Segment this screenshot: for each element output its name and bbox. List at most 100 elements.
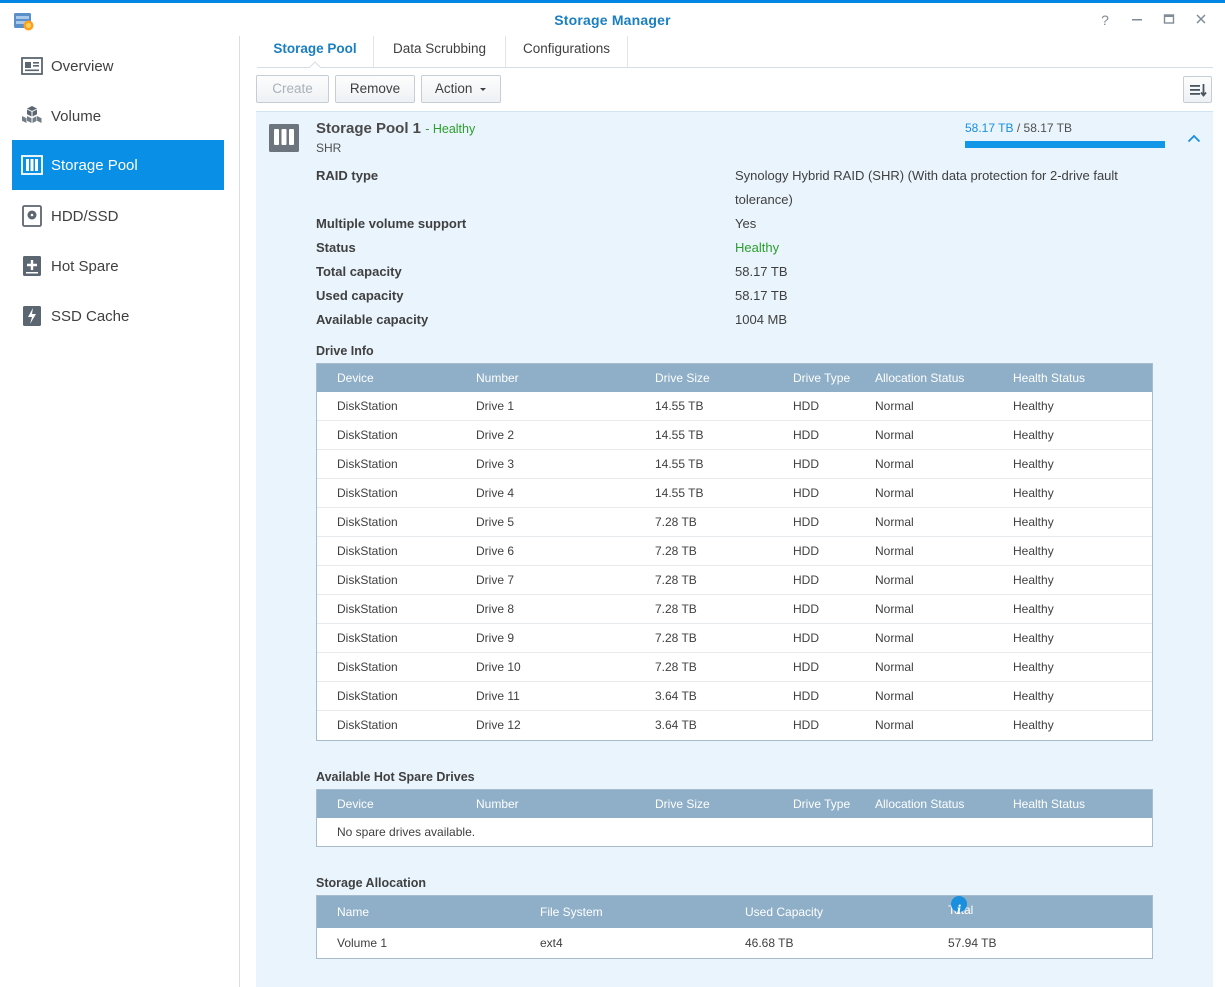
property-label: Multiple volume support (316, 216, 467, 231)
column-header[interactable]: Drive Size (655, 797, 710, 811)
sort-button[interactable] (1183, 76, 1212, 103)
drive-number: Drive 4 (476, 486, 515, 500)
action-button[interactable]: Action (421, 75, 501, 103)
column-header[interactable]: Health Status (1013, 797, 1086, 811)
allocation-status: Normal (875, 631, 914, 645)
table-row[interactable]: DiskStation Drive 7 7.28 TB HDD Normal Health… (317, 566, 1152, 595)
info-icon[interactable]: i (951, 896, 967, 917)
table-row[interactable]: DiskStation Drive 4 14.55 TB HDD Normal Healt… (317, 479, 1152, 508)
storage-allocation-grid: Name File System Used Capacity Total Cap… (316, 895, 1153, 959)
drive-type: HDD (793, 718, 819, 732)
drive-size: 14.55 TB (655, 399, 704, 413)
tab-configurations[interactable]: Configurations (506, 36, 628, 67)
allocation-status: Normal (875, 544, 914, 558)
close-icon[interactable] (1192, 11, 1210, 29)
sidebar-item-label: Volume (51, 107, 102, 125)
drive-type: HDD (793, 660, 819, 674)
tab-storage-pool[interactable]: Storage Pool (257, 36, 374, 68)
drive-size: 7.28 TB (655, 544, 697, 558)
drive-info-rows: DiskStation Drive 1 14.55 TB HDD Normal Healt… (317, 392, 1152, 740)
drive-size: 3.64 TB (655, 718, 697, 732)
column-header[interactable]: Allocation Status (875, 371, 965, 385)
sidebar-item-label: Storage Pool (51, 156, 138, 174)
table-row[interactable]: DiskStation Drive 8 7.28 TB HDD Normal Health… (317, 595, 1152, 624)
sidebar-item-storage-pool[interactable]: Storage Pool (12, 140, 224, 190)
pool-name: Storage Pool 1 - Healthy (316, 120, 475, 137)
tab-data-scrubbing[interactable]: Data Scrubbing (374, 36, 506, 67)
device: DiskStation (337, 428, 398, 442)
table-row[interactable]: DiskStation Drive 9 7.28 TB HDD Normal Health… (317, 624, 1152, 653)
property-label: Total capacity (316, 264, 402, 279)
table-row[interactable]: DiskStation Drive 5 7.28 TB HDD Normal Health… (317, 508, 1152, 537)
maximize-icon[interactable] (1160, 11, 1178, 29)
drive-type: HDD (793, 573, 819, 587)
drive-number: Drive 11 (476, 689, 520, 703)
question-icon[interactable]: ? (1101, 12, 1109, 28)
drive-size: 14.55 TB (655, 457, 704, 471)
column-header[interactable]: Name (337, 905, 370, 919)
total-capacity: 57.94 TB (948, 936, 997, 950)
allocation-status: Normal (875, 457, 914, 471)
allocation-status: Normal (875, 602, 914, 616)
table-row[interactable]: DiskStation Drive 10 7.28 TB HDD Normal Healt… (317, 653, 1152, 682)
health-status: Healthy (1013, 573, 1054, 587)
device: DiskStation (337, 718, 398, 732)
table-row[interactable]: DiskStation Drive 1 14.55 TB HDD Normal Healt… (317, 392, 1152, 421)
allocation-status: Normal (875, 515, 914, 529)
column-header[interactable]: Number (476, 797, 519, 811)
tab-caret-icon (309, 61, 321, 68)
sidebar-item-hot-spare[interactable]: Hot Spare (12, 241, 224, 291)
column-header[interactable]: Device (337, 371, 374, 385)
column-header[interactable]: Drive Type (793, 797, 851, 811)
table-row[interactable]: DiskStation Drive 3 14.55 TB HDD Normal Healt… (317, 450, 1152, 479)
column-header[interactable]: File System (540, 905, 603, 919)
health-status: Healthy (1013, 689, 1054, 703)
column-header[interactable]: Drive Size (655, 371, 710, 385)
sidebar-item-overview[interactable]: Overview (12, 41, 224, 91)
used-capacity: 46.68 TB (745, 936, 794, 950)
capacity-used: 58.17 TB (965, 121, 1014, 135)
tab-label: Configurations (522, 41, 611, 56)
table-row[interactable]: DiskStation Drive 2 14.55 TB HDD Normal Healt… (317, 421, 1152, 450)
drive-type: HDD (793, 457, 819, 471)
tab-label: Data Scrubbing (392, 41, 487, 56)
allocation-status: Normal (875, 428, 914, 442)
drive-size: 7.28 TB (655, 573, 697, 587)
column-header[interactable]: Number (476, 371, 519, 385)
chevron-up-icon (1187, 134, 1201, 142)
column-header[interactable]: Drive Type (793, 371, 851, 385)
sidebar-item-hdd-ssd[interactable]: HDD/SSD (12, 191, 224, 241)
drive-number: Drive 12 (476, 718, 521, 732)
collapse-button[interactable] (1184, 128, 1204, 148)
table-row[interactable]: DiskStation Drive 12 3.64 TB HDD Normal Healt… (317, 711, 1152, 740)
empty-row: No spare drives available. (317, 818, 1152, 846)
drive-type: HDD (793, 544, 819, 558)
storage-allocation-header: Name File System Used Capacity Total Cap… (317, 896, 1152, 945)
device: DiskStation (337, 486, 398, 500)
column-header[interactable]: Allocation Status (875, 797, 965, 811)
storage-pool-icon (269, 124, 299, 152)
capacity-separator: / (1016, 121, 1021, 135)
drive-number: Drive 10 (476, 660, 521, 674)
sidebar-item-volume[interactable]: Volume (12, 91, 224, 141)
table-row[interactable]: DiskStation Drive 11 3.64 TB HDD Normal Healt… (317, 682, 1152, 711)
column-header[interactable]: Used Capacity (745, 905, 824, 919)
device: DiskStation (337, 457, 398, 471)
file-system: ext4 (540, 936, 563, 950)
table-row[interactable]: DiskStation Drive 6 7.28 TB HDD Normal Health… (317, 537, 1152, 566)
create-button[interactable]: Create (256, 75, 329, 103)
drive-type: HDD (793, 602, 819, 616)
table-row[interactable]: Volume 1 ext4 46.68 TB 57.94 TB (317, 928, 1152, 958)
drive-type: HDD (793, 486, 819, 500)
sidebar: Overview Volume Storage Pool HDD/SSD Hot… (0, 36, 240, 987)
minimize-icon[interactable] (1128, 11, 1146, 29)
column-header[interactable]: Device (337, 797, 374, 811)
drive-size: 14.55 TB (655, 486, 704, 500)
remove-button[interactable]: Remove (335, 75, 415, 103)
sidebar-item-ssd-cache[interactable]: SSD Cache (12, 291, 224, 341)
column-header[interactable]: Health Status (1013, 371, 1086, 385)
device: DiskStation (337, 660, 398, 674)
tab-label: Storage Pool (273, 41, 357, 56)
health-status: Healthy (1013, 631, 1054, 645)
drive-number: Drive 2 (476, 428, 515, 442)
